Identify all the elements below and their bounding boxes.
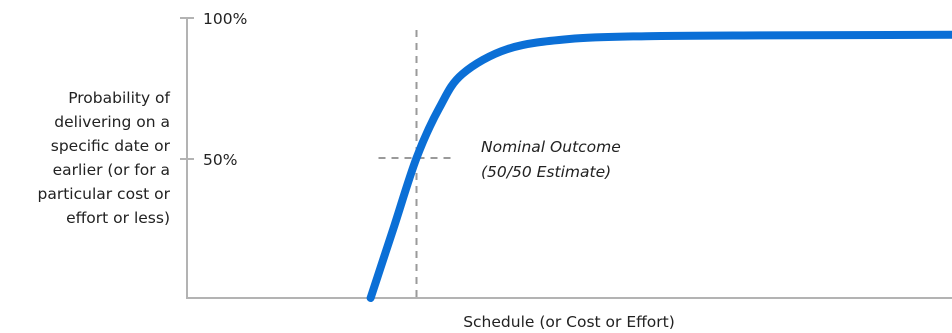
x-axis-label: Schedule (or Cost or Effort) (463, 313, 675, 331)
y-axis-label-line: Probability of (68, 89, 170, 107)
y-tick-label-50: 50% (203, 151, 237, 169)
y-axis-label-line: particular cost or (38, 185, 171, 203)
nominal-outcome-label: Nominal Outcome (481, 138, 621, 156)
y-tick-label-100: 100% (203, 10, 247, 28)
y-axis-label: Probability of delivering on a specific … (38, 89, 171, 227)
y-axis-label-line: delivering on a (54, 113, 170, 131)
y-axis-label-line: earlier (or for a (53, 161, 170, 179)
probability-curve (366, 30, 952, 302)
y-axis-label-line: specific date or (51, 137, 171, 155)
y-axis-label-line: effort or less) (66, 209, 170, 227)
nominal-estimate-label: (50/50 Estimate) (481, 163, 611, 181)
